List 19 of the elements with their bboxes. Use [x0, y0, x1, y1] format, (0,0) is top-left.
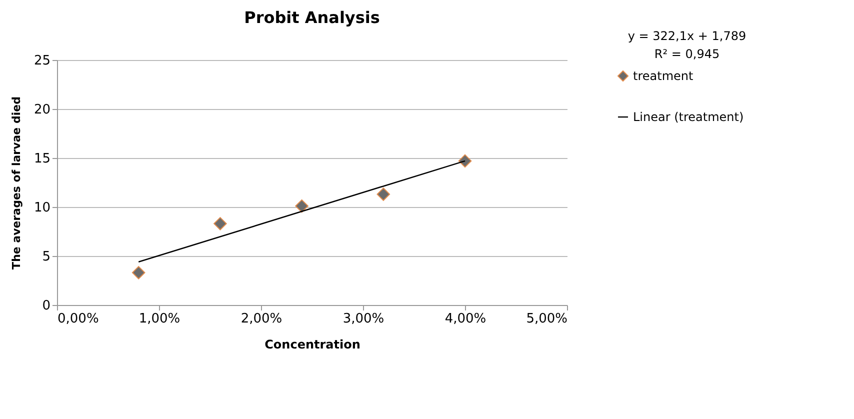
x-tick-label: 0,00% — [58, 312, 99, 326]
text: y = 322,1x + 1,789 — [628, 29, 746, 43]
y-tick-label: 5 — [42, 250, 50, 264]
text: R² = 0,945 — [654, 47, 720, 61]
x-tick-label: 4,00% — [444, 312, 486, 326]
legend-label: treatment — [633, 69, 694, 83]
y-tick-label: 20 — [34, 102, 50, 118]
y-tick-label: 0 — [42, 298, 50, 314]
y-tick-label: 25 — [34, 54, 50, 68]
x-tick-label: 1,00% — [138, 312, 180, 326]
x-axis-title: Concentration — [264, 338, 360, 352]
x-tick-label: 2,00% — [240, 312, 282, 326]
legend-label: Linear (treatment) — [633, 110, 744, 124]
y-tick-label: 15 — [34, 152, 50, 166]
x-tick-label: 5,00% — [526, 312, 568, 326]
y-axis-title: The averages of larvae died — [10, 96, 23, 270]
y-tick-label: 10 — [34, 200, 50, 216]
x-tick-label: 3,00% — [342, 312, 384, 326]
chart-title: Probit Analysis — [244, 8, 380, 27]
